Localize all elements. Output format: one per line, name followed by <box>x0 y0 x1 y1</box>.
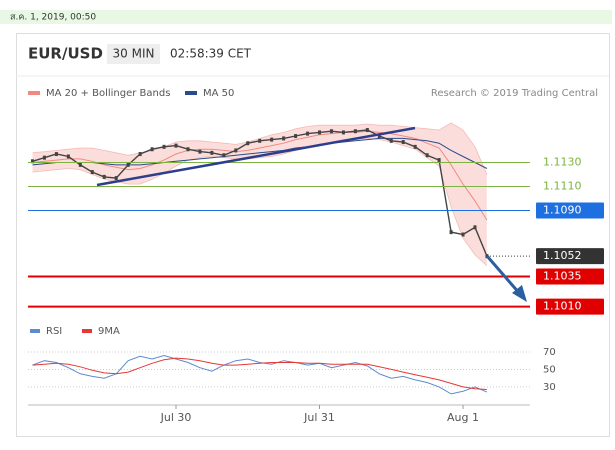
price-point <box>461 232 465 237</box>
trend-line <box>96 126 416 187</box>
price-point <box>102 174 106 179</box>
price-point <box>353 129 357 134</box>
level-box <box>536 268 604 285</box>
price-point <box>365 128 369 133</box>
arrow-head <box>512 285 527 302</box>
symbol: EUR/USD <box>28 45 103 63</box>
price-point <box>90 170 94 175</box>
level-label: 1.1090 <box>543 204 582 217</box>
arrow-shaft <box>485 255 522 295</box>
price-point <box>54 152 58 157</box>
bollinger-upper <box>32 122 488 175</box>
legend-swatch <box>30 329 40 333</box>
price-point <box>318 130 322 135</box>
level-box <box>536 202 604 219</box>
price-point <box>306 131 310 136</box>
interval: 30 MIN <box>113 47 155 61</box>
x-tick-label: Jul 30 <box>160 411 192 424</box>
price-point <box>114 176 118 181</box>
price-point <box>341 130 345 135</box>
interval-box <box>107 44 160 64</box>
price-point <box>449 230 453 235</box>
legend-swatch <box>82 329 92 333</box>
date-text: ส.ค. 1, 2019, 00:50 <box>10 13 96 23</box>
price-point <box>437 158 441 163</box>
rsi-line <box>32 354 488 395</box>
price-point <box>78 162 82 167</box>
price-point <box>329 129 333 134</box>
legend-swatch <box>28 91 40 95</box>
price-point <box>413 144 417 149</box>
price-point <box>138 152 142 157</box>
price-panel: MA 20 + Bollinger Bands MA 50 1.1130 1.1110… <box>28 88 604 315</box>
credit: Research © 2019 Trading Central <box>431 88 598 99</box>
y-tick-label: 50 <box>543 364 556 375</box>
ma-line <box>32 137 488 169</box>
price-point <box>210 150 214 155</box>
price-point <box>30 159 34 164</box>
price-point <box>222 153 226 158</box>
rsi-line <box>32 357 487 390</box>
price-point <box>258 138 262 143</box>
bollinger-lower <box>32 137 488 267</box>
y-tick-label: 70 <box>543 347 556 358</box>
level-label: 1.1010 <box>543 300 582 313</box>
legend-label: 9MA <box>98 326 120 337</box>
price-point <box>425 153 429 158</box>
bollinger-fill <box>32 122 487 266</box>
y-tick-label: 30 <box>543 382 556 393</box>
legend-label: RSI <box>46 326 62 337</box>
level-label: 1.1035 <box>543 270 582 283</box>
legend-swatch <box>185 91 197 95</box>
price-point <box>401 140 405 145</box>
price-point <box>234 148 238 153</box>
level-label: 1.1130 <box>543 155 582 168</box>
level-label: 1.1110 <box>543 179 582 192</box>
x-tick-label: Jul 31 <box>303 411 335 424</box>
level-box <box>536 248 604 265</box>
price-point <box>174 143 178 148</box>
price-point <box>198 149 202 154</box>
price-point <box>42 155 46 160</box>
price-point <box>389 138 393 143</box>
price-point <box>270 137 274 142</box>
price-point <box>377 134 381 139</box>
price-point <box>126 162 130 167</box>
price-point <box>162 144 166 149</box>
level-label: 1.1052 <box>543 249 582 262</box>
legend-label: MA 20 + Bollinger Bands <box>46 88 170 99</box>
legend-label: MA 50 <box>203 88 234 99</box>
x-tick-label: Aug 1 <box>447 411 479 424</box>
price-point <box>150 147 154 152</box>
price-point <box>473 225 477 230</box>
price-point <box>66 154 70 159</box>
price-point <box>294 134 298 139</box>
level-box <box>536 298 604 315</box>
price-point <box>282 136 286 141</box>
clock: 02:58:39 CET <box>170 47 252 61</box>
rsi-panel: 70 50 30 RSI 9MA Jul 30 Jul 31 Aug 1 <box>28 326 556 424</box>
price-point <box>186 147 190 152</box>
price-point <box>246 141 250 146</box>
ma-line <box>32 130 488 221</box>
date-bar <box>0 10 612 24</box>
